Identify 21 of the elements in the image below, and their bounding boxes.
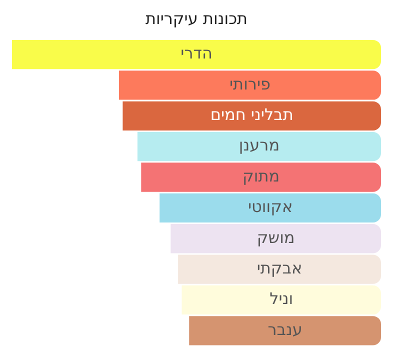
bar bbox=[178, 254, 381, 284]
bar bbox=[170, 224, 381, 254]
bar bbox=[137, 132, 381, 162]
chart-title: תכונות עיקריות bbox=[145, 8, 248, 28]
bar bbox=[141, 162, 381, 192]
y-tick-label: מתוק bbox=[242, 166, 280, 186]
y-tick-label: אקווטי bbox=[248, 197, 293, 216]
y-tick-label: מרענן bbox=[238, 136, 280, 155]
y-tick-label: ענבר bbox=[268, 320, 302, 339]
y-tick-label: הדרי bbox=[180, 44, 212, 63]
bar bbox=[189, 316, 381, 346]
bar bbox=[12, 40, 381, 70]
y-tick-label: תבליני חמים bbox=[210, 105, 294, 124]
y-tick-label: אבקתי bbox=[256, 258, 302, 278]
y-tick-label: פירותי bbox=[229, 74, 271, 94]
y-tick-label: וניל bbox=[270, 289, 294, 308]
y-tick-label: מושק bbox=[256, 228, 295, 247]
bar bbox=[122, 101, 381, 130]
bar bbox=[182, 285, 381, 315]
bar bbox=[160, 193, 381, 223]
bar bbox=[119, 70, 381, 100]
